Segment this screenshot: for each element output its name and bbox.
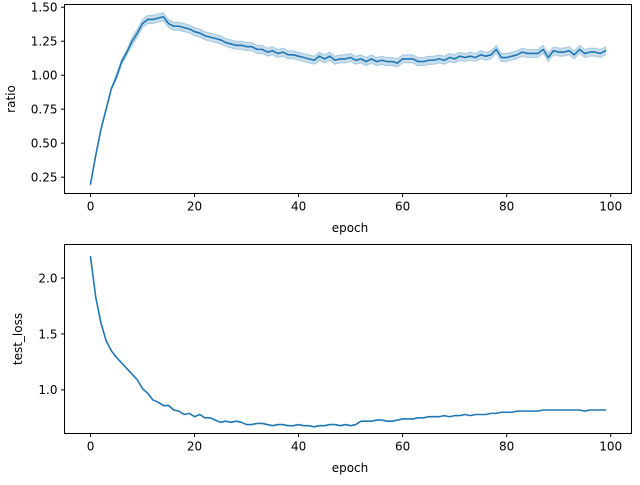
ratio-y-tick-label: 0.50 bbox=[31, 136, 58, 150]
ratio-plot-frame bbox=[64, 4, 632, 194]
ratio-y-tick-label: 0.75 bbox=[31, 102, 58, 116]
test-loss-y-tick-label: 1.0 bbox=[38, 383, 57, 397]
test-loss-x-tick-label: 100 bbox=[599, 440, 622, 454]
test-loss-y-tick-label: 2.0 bbox=[38, 271, 57, 285]
ratio-x-axis-label: epoch bbox=[332, 221, 369, 235]
test-loss-line-layer bbox=[89, 256, 607, 428]
ratio-x-tick-label: 100 bbox=[599, 200, 622, 214]
ratio-x-tick-label: 0 bbox=[87, 200, 95, 214]
test-loss-y-axis-ticks: 1.0 1.5 2.0 bbox=[38, 271, 65, 397]
test-loss-x-axis-ticks: 0 20 40 60 80 100 bbox=[87, 433, 622, 454]
ratio-y-tick-label: 1.50 bbox=[31, 1, 58, 15]
test-loss-x-tick-label: 0 bbox=[87, 440, 95, 454]
test-loss-series-line bbox=[89, 256, 607, 428]
test-loss-x-tick-label: 20 bbox=[187, 440, 202, 454]
ratio-x-tick-label: 40 bbox=[291, 200, 306, 214]
ratio-confidence-band-layer bbox=[90, 12, 606, 186]
ratio-y-axis-label: ratio bbox=[4, 85, 18, 113]
test-loss-plot-panel: 0 20 40 60 80 100 1.0 1.5 2.0 epoch test_loss bbox=[11, 244, 632, 475]
ratio-x-axis-ticks: 0 20 40 60 80 100 bbox=[87, 193, 622, 214]
ratio-y-axis-ticks: 0.25 0.50 0.75 1.00 1.25 1.50 bbox=[31, 1, 65, 184]
ratio-plot-panel: 0 20 40 60 80 100 0.25 0.50 0.75 1.00 1.25 1.50 ep… bbox=[4, 1, 632, 235]
test-loss-plot-frame bbox=[64, 244, 632, 434]
ratio-x-tick-label: 80 bbox=[499, 200, 514, 214]
test-loss-y-tick-label: 1.5 bbox=[38, 327, 57, 341]
test-loss-x-tick-label: 60 bbox=[395, 440, 410, 454]
ratio-confidence-band bbox=[90, 12, 606, 186]
ratio-x-tick-label: 60 bbox=[395, 200, 410, 214]
ratio-x-tick-label: 20 bbox=[187, 200, 202, 214]
ratio-series-line bbox=[89, 15, 607, 185]
ratio-line-layer bbox=[89, 15, 607, 185]
ratio-y-tick-label: 1.00 bbox=[31, 69, 58, 83]
test-loss-x-axis-label: epoch bbox=[332, 461, 369, 475]
ratio-y-tick-label: 1.25 bbox=[31, 35, 58, 49]
test-loss-y-axis-label: test_loss bbox=[11, 313, 25, 365]
test-loss-x-tick-label: 40 bbox=[291, 440, 306, 454]
test-loss-x-tick-label: 80 bbox=[499, 440, 514, 454]
ratio-y-tick-label: 0.25 bbox=[31, 170, 58, 184]
